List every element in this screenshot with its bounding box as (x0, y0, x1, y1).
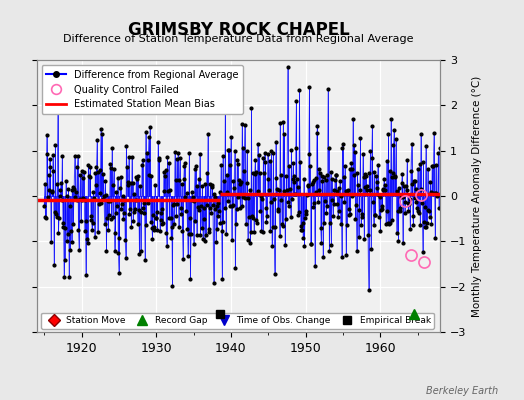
Text: Difference of Station Temperature Data from Regional Average: Difference of Station Temperature Data f… (63, 34, 413, 44)
Legend: Station Move, Record Gap, Time of Obs. Change, Empirical Break: Station Move, Record Gap, Time of Obs. C… (41, 313, 434, 329)
Text: Berkeley Earth: Berkeley Earth (425, 386, 498, 396)
Y-axis label: Monthly Temperature Anomaly Difference (°C): Monthly Temperature Anomaly Difference (… (472, 75, 482, 317)
Title: GRIMSBY ROCK CHAPEL: GRIMSBY ROCK CHAPEL (127, 21, 350, 39)
